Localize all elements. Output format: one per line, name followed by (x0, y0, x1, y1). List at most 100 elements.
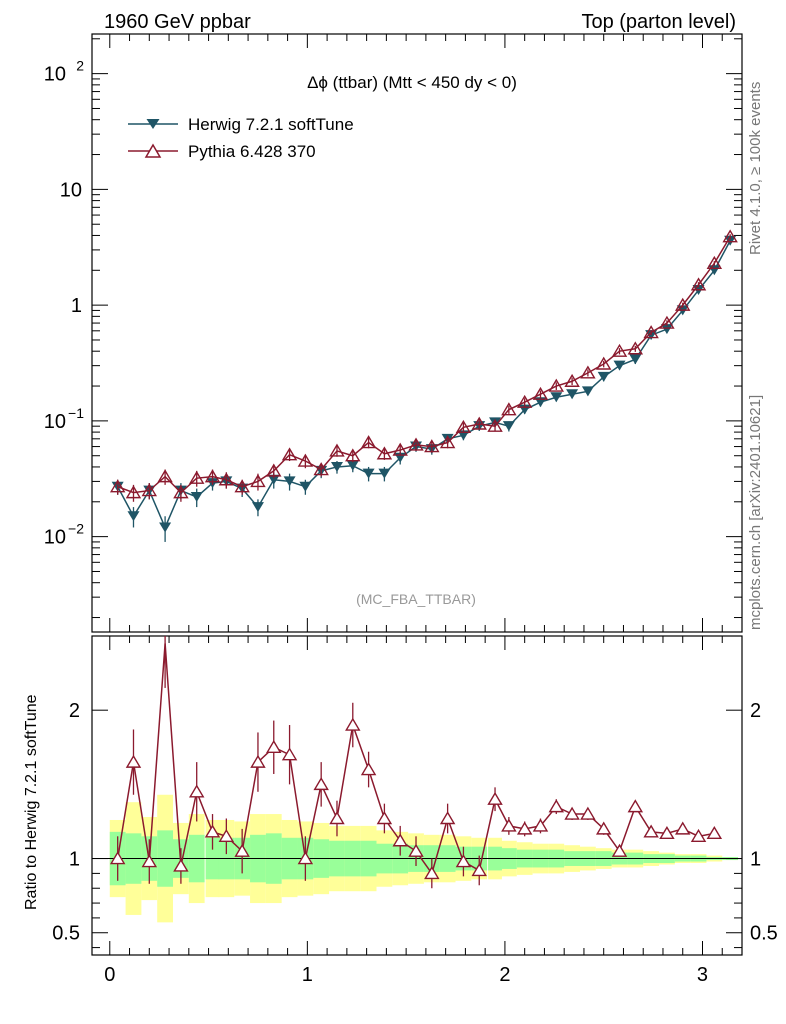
herwig-point (724, 235, 737, 246)
herwig-point (251, 502, 264, 513)
ratio-pythia-point (595, 821, 612, 835)
ratio-pythia-point (408, 843, 424, 857)
pythia-point (471, 416, 487, 430)
herwig-point (330, 461, 343, 472)
ratio-pythia-point (487, 791, 503, 805)
ratio-pythia-point (439, 811, 456, 825)
legend-herwig-marker (146, 119, 160, 129)
pythia-point (501, 402, 517, 416)
ratio-pythia-point (173, 858, 189, 872)
y-tick-label: 10 (60, 179, 82, 201)
ratio-pythia-point (234, 843, 250, 857)
herwig-point (346, 460, 359, 471)
legend-herwig-label: Herwig 7.2.1 softTune (188, 115, 354, 134)
ratio-y-tick-label: 2 (69, 700, 80, 722)
y-tick-label: 10 (44, 64, 66, 86)
herwig-point (566, 389, 579, 400)
pythia-point (234, 479, 250, 493)
chart-title: Δϕ (ttbar) (Mtt < 450 dy < 0) (307, 73, 517, 92)
ratio-y-tick-label-right: 1 (750, 849, 761, 871)
herwig-point (550, 392, 563, 403)
ratio-pythia-point (266, 739, 282, 753)
pythia-point (218, 472, 235, 486)
herwig-point (159, 522, 172, 533)
ratio-pythia-point (643, 824, 659, 838)
pythia-point (564, 373, 580, 387)
ratio-pythia-point (297, 851, 314, 865)
pythia-point (706, 255, 723, 269)
header-right-label: Top (parton level) (581, 11, 736, 33)
ratio-y-tick-label-right: 0.5 (750, 923, 778, 945)
pythia-line (117, 236, 731, 494)
ratio-pythia-point (218, 828, 235, 843)
ratio-pythia-point (376, 811, 393, 825)
ratio-pythia-point (690, 828, 707, 843)
pythia-point (329, 443, 345, 457)
pythia-point (392, 442, 408, 456)
herwig-point (127, 511, 140, 522)
pythia-point (627, 341, 644, 355)
pythia-point (548, 378, 565, 392)
ratio-pythia-point (125, 754, 142, 768)
pythia-point (722, 229, 738, 243)
ratio-pythia-point (501, 818, 517, 832)
axes-frames (91, 33, 743, 956)
mcplots-label: mcplots.cern.ch [arXiv:2401.10621] (747, 395, 764, 630)
pythia-point (487, 418, 503, 432)
pythia-point (455, 419, 472, 434)
ratio-pythia-point (675, 821, 691, 835)
ratio-plot-frame (91, 635, 743, 956)
herwig-point (613, 360, 626, 371)
pythia-point (266, 463, 282, 477)
pythia-point (675, 297, 691, 311)
pythia-point (424, 439, 440, 453)
herwig-point (597, 371, 610, 382)
ratio-pythia-point (360, 762, 377, 776)
main-plot-frame (91, 33, 743, 633)
y-tick-exponent: −2 (68, 521, 84, 537)
pythia-point (109, 479, 126, 493)
herwig-point (629, 354, 642, 365)
ratio-pythia-point (564, 806, 580, 820)
pythia-point (643, 325, 659, 339)
ratio-pythia-point (580, 806, 596, 820)
pythia-point (157, 469, 173, 483)
pythia-point (580, 365, 596, 379)
ratio-pythia-point (281, 747, 298, 761)
y-tick-label: 10 (44, 527, 66, 549)
pythia-point (516, 394, 533, 408)
pythia-point (281, 447, 298, 461)
ratio-pythia-point (141, 854, 158, 868)
pythia-point (345, 448, 361, 462)
pythia-point (188, 470, 205, 484)
header-left-label: 1960 GeV ppbar (104, 11, 251, 33)
pythia-point (250, 474, 266, 488)
ratio-pythia-point (611, 843, 628, 857)
pythia-point (690, 277, 707, 291)
ratio-y-tick-label: 0.5 (52, 923, 80, 945)
x-tick-label: 3 (697, 964, 708, 986)
ratio-pythia-point (329, 811, 345, 825)
ratio-y-tick-label: 1 (69, 849, 80, 871)
pythia-point (408, 437, 424, 451)
x-tick-label: 2 (499, 964, 510, 986)
y-tick-label: 1 (71, 295, 82, 317)
ratio-pythia-point (516, 821, 533, 835)
ratio-pythia-point (204, 824, 221, 838)
ratio-pythia-point (627, 799, 644, 813)
ratio-pythia-point (532, 818, 549, 832)
herwig-point (190, 491, 203, 502)
pythia-point (204, 469, 221, 483)
pythia-point (297, 453, 314, 467)
y-tick-exponent: 2 (76, 58, 84, 74)
ratio-pythia-point (424, 866, 440, 880)
pythia-point (313, 462, 329, 476)
herwig-point (660, 324, 673, 335)
data-series (109, 229, 738, 889)
herwig-point (283, 476, 296, 487)
legend: Herwig 7.2.1 softTune Pythia 6.428 370 (128, 115, 354, 161)
ratio-pythia-point (313, 776, 329, 791)
ratio-pythia-point (471, 863, 487, 877)
